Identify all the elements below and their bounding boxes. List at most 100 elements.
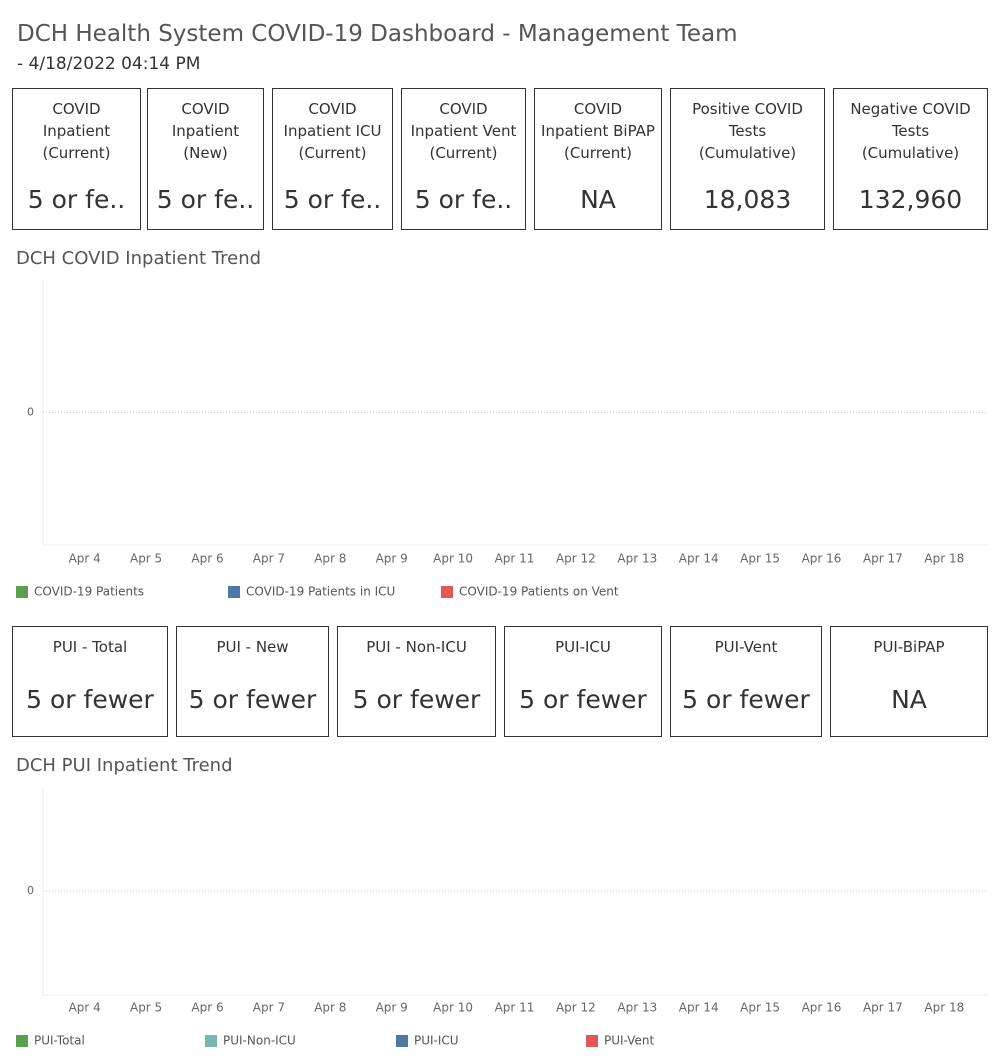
kpi-label: COVID bbox=[439, 100, 488, 118]
kpi-card: PUI-BiPAP NA bbox=[830, 626, 988, 737]
x-tick-label: Apr 18 bbox=[924, 552, 964, 566]
legend-label: COVID-19 Patients in ICU bbox=[246, 585, 395, 599]
x-tick-label: Apr 8 bbox=[314, 552, 346, 566]
kpi-label: (Cumulative) bbox=[861, 144, 960, 162]
x-tick-label: Apr 12 bbox=[556, 552, 596, 566]
kpi-value: NA bbox=[891, 685, 927, 714]
x-tick-label: Apr 4 bbox=[69, 1001, 101, 1015]
legend-swatch bbox=[16, 1035, 28, 1047]
kpi-label: (Cumulative) bbox=[698, 144, 797, 162]
legend-label: PUI-Vent bbox=[604, 1034, 654, 1048]
kpi-card: COVID Inpatient (Current) 5 or fe.. bbox=[12, 88, 141, 230]
kpi-label: Inpatient BiPAP bbox=[541, 122, 655, 140]
kpi-card: PUI-ICU 5 or fewer bbox=[504, 626, 662, 737]
chart-title: DCH COVID Inpatient Trend bbox=[16, 248, 261, 269]
kpi-label: (New) bbox=[183, 144, 228, 162]
kpi-value: 132,960 bbox=[858, 185, 963, 214]
x-tick-label: Apr 15 bbox=[740, 1001, 780, 1015]
kpi-label: COVID bbox=[52, 100, 101, 118]
kpi-label: COVID bbox=[308, 100, 357, 118]
legend-label: PUI-ICU bbox=[414, 1034, 459, 1048]
kpi-value: 5 or fe.. bbox=[27, 185, 126, 214]
kpi-label: Inpatient bbox=[42, 122, 111, 140]
kpi-label: (Current) bbox=[42, 144, 111, 162]
kpi-card: COVID Inpatient Vent (Current) 5 or fe.. bbox=[401, 88, 526, 230]
y-tick-label: 0 bbox=[27, 884, 34, 897]
kpi-value: 5 or fewer bbox=[519, 685, 647, 714]
kpi-card: COVID Inpatient BiPAP (Current) NA bbox=[534, 88, 662, 230]
x-tick-label: Apr 11 bbox=[495, 552, 535, 566]
legend-label: PUI-Total bbox=[34, 1034, 85, 1048]
kpi-label: Negative COVID bbox=[850, 100, 971, 118]
legend-swatch bbox=[228, 586, 240, 598]
kpi-label: COVID bbox=[573, 100, 623, 118]
x-tick-label: Apr 16 bbox=[802, 552, 842, 566]
kpi-card: COVID Inpatient ICU (Current) 5 or fe.. bbox=[272, 88, 393, 230]
x-tick-label: Apr 15 bbox=[740, 552, 780, 566]
legend-swatch bbox=[586, 1035, 598, 1047]
x-tick-label: Apr 17 bbox=[863, 552, 903, 566]
legend-label: COVID-19 Patients bbox=[34, 585, 144, 599]
kpi-card: Negative COVID Tests (Cumulative) 132,960 bbox=[833, 88, 988, 230]
kpi-label: PUI - Non-ICU bbox=[366, 638, 467, 656]
x-tick-label: Apr 8 bbox=[314, 1001, 346, 1015]
x-tick-label: Apr 12 bbox=[556, 1001, 596, 1015]
chart-title: DCH PUI Inpatient Trend bbox=[16, 755, 233, 776]
x-tick-label: Apr 10 bbox=[433, 1001, 473, 1015]
x-tick-label: Apr 7 bbox=[253, 1001, 285, 1015]
kpi-label: PUI-ICU bbox=[555, 638, 611, 656]
kpi-card: COVID Inpatient (New) 5 or fe.. bbox=[147, 88, 264, 230]
kpi-card: PUI-Vent 5 or fewer bbox=[670, 626, 822, 737]
kpi-label: Inpatient Vent bbox=[410, 122, 517, 140]
kpi-value: 18,083 bbox=[703, 185, 792, 214]
x-tick-label: Apr 9 bbox=[376, 552, 408, 566]
x-tick-label: Apr 16 bbox=[802, 1001, 842, 1015]
kpi-card: PUI - New 5 or fewer bbox=[176, 626, 329, 737]
legend-label: PUI-Non-ICU bbox=[223, 1034, 296, 1048]
kpi-label: (Current) bbox=[429, 144, 498, 162]
kpi-label: (Current) bbox=[563, 144, 633, 162]
y-tick-label: 0 bbox=[27, 406, 34, 419]
kpi-label: COVID bbox=[181, 100, 230, 118]
x-tick-label: Apr 9 bbox=[376, 1001, 408, 1015]
kpi-value: 5 or fewer bbox=[682, 685, 810, 714]
dashboard-title: DCH Health System COVID-19 Dashboard - M… bbox=[17, 21, 738, 47]
legend-swatch bbox=[16, 586, 28, 598]
kpi-label: PUI-Vent bbox=[714, 638, 778, 656]
x-tick-label: Apr 17 bbox=[863, 1001, 903, 1015]
kpi-value: 5 or fe.. bbox=[414, 185, 513, 214]
x-tick-label: Apr 6 bbox=[191, 1001, 223, 1015]
kpi-label: PUI-BiPAP bbox=[873, 638, 945, 656]
x-tick-label: Apr 5 bbox=[130, 552, 162, 566]
x-tick-label: Apr 14 bbox=[679, 552, 719, 566]
dashboard-subtitle: - 4/18/2022 04:14 PM bbox=[17, 54, 201, 74]
kpi-value: 5 or fewer bbox=[352, 685, 481, 714]
x-tick-label: Apr 13 bbox=[617, 552, 657, 566]
kpi-label: Inpatient ICU bbox=[283, 122, 382, 140]
kpi-label: Positive COVID bbox=[692, 100, 803, 118]
x-tick-label: Apr 4 bbox=[69, 552, 101, 566]
kpi-value: 5 or fewer bbox=[26, 685, 154, 714]
kpi-label: PUI - Total bbox=[52, 638, 128, 656]
legend-label: COVID-19 Patients on Vent bbox=[459, 585, 619, 599]
x-tick-label: Apr 5 bbox=[130, 1001, 162, 1015]
x-tick-label: Apr 11 bbox=[495, 1001, 535, 1015]
kpi-value: 5 or fewer bbox=[188, 685, 317, 714]
kpi-value: NA bbox=[580, 185, 616, 214]
kpi-card: PUI - Total 5 or fewer bbox=[12, 626, 168, 737]
x-tick-label: Apr 18 bbox=[924, 1001, 964, 1015]
kpi-card: PUI - Non-ICU 5 or fewer bbox=[337, 626, 496, 737]
x-tick-label: Apr 13 bbox=[617, 1001, 657, 1015]
legend-swatch bbox=[205, 1035, 217, 1047]
kpi-value: 5 or fe.. bbox=[283, 185, 382, 214]
kpi-label: Tests bbox=[728, 122, 767, 140]
legend-swatch bbox=[396, 1035, 408, 1047]
x-tick-label: Apr 14 bbox=[679, 1001, 719, 1015]
x-tick-label: Apr 7 bbox=[253, 552, 285, 566]
legend-swatch bbox=[441, 586, 453, 598]
kpi-card: Positive COVID Tests (Cumulative) 18,083 bbox=[670, 88, 825, 230]
kpi-label: Inpatient bbox=[171, 122, 240, 140]
kpi-value: 5 or fe.. bbox=[156, 185, 255, 214]
